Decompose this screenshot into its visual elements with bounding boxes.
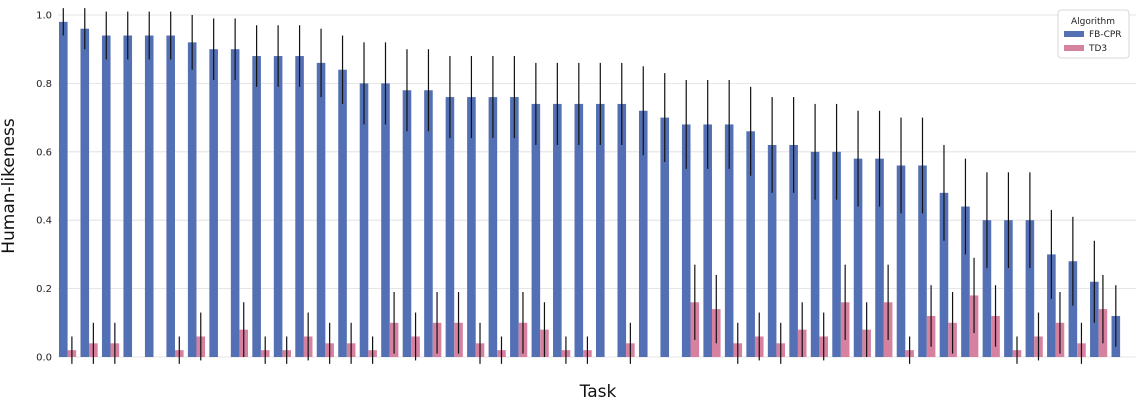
bar-fb-cpr xyxy=(617,103,627,357)
bar-fb-cpr xyxy=(166,35,175,358)
legend-swatch-td3 xyxy=(1064,45,1084,51)
bar-fb-cpr xyxy=(853,158,863,357)
bar-fb-cpr xyxy=(875,158,884,357)
y-tick-label: 0.0 xyxy=(36,353,52,364)
bar-fb-cpr xyxy=(832,151,841,357)
bar-fb-cpr xyxy=(338,69,347,357)
bar-fb-cpr xyxy=(596,103,605,357)
y-tick-label: 0.8 xyxy=(36,79,52,90)
y-axis-title: Human-likeness xyxy=(0,118,19,254)
bar-fb-cpr xyxy=(1025,220,1035,357)
legend-swatch-fb-cpr xyxy=(1064,31,1084,37)
y-tick-label: 0.4 xyxy=(36,216,52,227)
bar-fb-cpr xyxy=(80,28,90,358)
bar-fb-cpr xyxy=(724,124,734,357)
bar-fb-cpr xyxy=(703,124,712,357)
bar-fb-cpr xyxy=(359,83,369,358)
bar-fb-cpr xyxy=(381,83,390,358)
bar-fb-cpr xyxy=(746,131,755,357)
legend-label-fb-cpr: FB-CPR xyxy=(1089,30,1122,40)
bar-fb-cpr xyxy=(402,90,412,358)
y-tick-labels: 0.0 0.2 0.4 0.6 0.8 1.0 xyxy=(36,11,52,364)
bars xyxy=(59,21,1121,358)
bar-fb-cpr xyxy=(252,56,261,357)
bar-fb-cpr xyxy=(1047,254,1056,357)
bar-fb-cpr xyxy=(510,97,519,357)
bar-fb-cpr xyxy=(574,103,584,357)
bar-fb-cpr xyxy=(1004,220,1013,357)
bar-fb-cpr xyxy=(187,42,197,358)
bar-fb-cpr xyxy=(123,35,133,358)
bar-fb-cpr xyxy=(144,35,154,358)
bar-fb-cpr xyxy=(789,144,798,357)
bar-fb-cpr xyxy=(1068,261,1078,357)
bar-fb-cpr xyxy=(295,56,304,357)
y-tick-label: 0.6 xyxy=(36,147,52,158)
bar-fb-cpr xyxy=(982,220,992,357)
error-bars xyxy=(62,8,1117,364)
x-axis-title: Task xyxy=(579,382,617,402)
bar-fb-cpr xyxy=(939,192,949,357)
legend-label-td3: TD3 xyxy=(1088,44,1107,54)
bar-fb-cpr xyxy=(273,56,283,357)
bar-fb-cpr xyxy=(918,165,927,357)
bar-fb-cpr xyxy=(531,103,541,357)
y-tick-label: 0.2 xyxy=(36,284,52,295)
bar-fb-cpr xyxy=(488,97,498,357)
bar-fb-cpr xyxy=(638,110,648,357)
bar-fb-cpr xyxy=(810,151,820,357)
bar-fb-cpr xyxy=(59,21,68,358)
bar-fb-cpr xyxy=(767,144,777,357)
bar-fb-cpr xyxy=(896,165,906,357)
bar-fb-cpr xyxy=(660,117,670,357)
bar-fb-cpr xyxy=(424,90,433,358)
bar-fb-cpr xyxy=(681,124,691,357)
bar-fb-cpr xyxy=(961,206,970,357)
bar-fb-cpr xyxy=(316,62,326,357)
bar-fb-cpr xyxy=(230,49,240,357)
legend-title: Algorithm xyxy=(1071,17,1115,27)
bar-fb-cpr xyxy=(553,103,562,357)
legend: Algorithm FB-CPR TD3 xyxy=(1057,9,1130,59)
y-tick-label: 1.0 xyxy=(36,11,52,22)
bar-fb-cpr xyxy=(101,35,111,358)
bar-fb-cpr xyxy=(445,97,455,357)
bar-fb-cpr xyxy=(209,49,218,357)
bar-fb-cpr xyxy=(467,97,476,357)
